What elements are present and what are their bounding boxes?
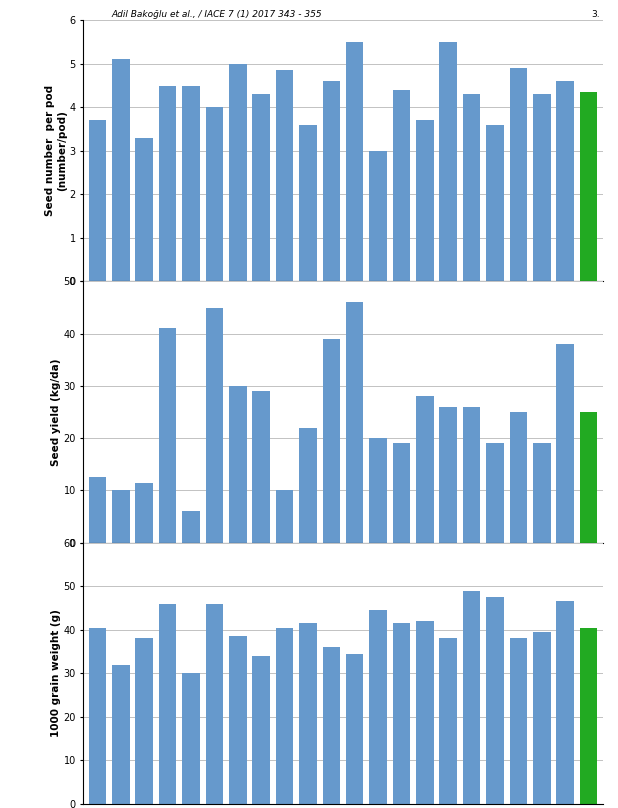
Y-axis label: Seed yield (kg/da): Seed yield (kg/da) bbox=[51, 358, 61, 466]
Bar bbox=[556, 81, 574, 281]
Bar bbox=[533, 632, 551, 804]
Bar bbox=[510, 68, 527, 281]
Bar bbox=[89, 628, 106, 804]
Bar bbox=[276, 628, 294, 804]
Bar bbox=[346, 654, 363, 804]
Bar bbox=[135, 137, 153, 281]
Bar bbox=[392, 444, 410, 543]
Bar bbox=[323, 81, 340, 281]
Text: Adil Bakoğlu et al., / IACE 7 (1) 2017 343 - 355: Adil Bakoğlu et al., / IACE 7 (1) 2017 3… bbox=[111, 10, 321, 19]
Bar bbox=[556, 601, 574, 804]
Bar bbox=[533, 95, 551, 281]
Bar bbox=[276, 490, 294, 543]
Bar bbox=[580, 412, 597, 543]
Bar bbox=[89, 478, 106, 543]
Bar bbox=[229, 386, 247, 543]
Bar bbox=[112, 60, 130, 281]
Bar bbox=[252, 391, 270, 543]
Bar bbox=[580, 92, 597, 281]
Bar bbox=[346, 42, 363, 281]
Text: 3.: 3. bbox=[591, 10, 599, 19]
Bar bbox=[206, 107, 223, 281]
Bar bbox=[229, 637, 247, 804]
Bar bbox=[299, 427, 316, 543]
Bar bbox=[486, 597, 504, 804]
Y-axis label: Seed number  per pod
(number/pod): Seed number per pod (number/pod) bbox=[45, 86, 67, 217]
Bar bbox=[252, 656, 270, 804]
Bar bbox=[159, 329, 176, 543]
Bar bbox=[463, 95, 480, 281]
X-axis label: Lines and varieties: Lines and varieties bbox=[280, 600, 406, 612]
Bar bbox=[206, 604, 223, 804]
Bar bbox=[439, 638, 457, 804]
Bar bbox=[299, 623, 316, 804]
Bar bbox=[182, 86, 200, 281]
Bar bbox=[323, 647, 340, 804]
Bar bbox=[486, 444, 504, 543]
Bar bbox=[463, 407, 480, 543]
Bar bbox=[323, 339, 340, 543]
Bar bbox=[439, 42, 457, 281]
Bar bbox=[416, 621, 434, 804]
Bar bbox=[370, 610, 387, 804]
Bar bbox=[439, 407, 457, 543]
Bar bbox=[206, 308, 223, 543]
Bar bbox=[182, 673, 200, 804]
Bar bbox=[556, 344, 574, 543]
Bar bbox=[159, 604, 176, 804]
Bar bbox=[299, 124, 316, 281]
Bar bbox=[510, 638, 527, 804]
Bar bbox=[463, 591, 480, 804]
Bar bbox=[392, 623, 410, 804]
Bar bbox=[416, 120, 434, 281]
Bar bbox=[135, 638, 153, 804]
Bar bbox=[159, 86, 176, 281]
Bar bbox=[112, 665, 130, 804]
Bar bbox=[112, 490, 130, 543]
X-axis label: Lines and varieties: Lines and varieties bbox=[280, 343, 406, 357]
Bar bbox=[182, 511, 200, 543]
Bar bbox=[252, 95, 270, 281]
Bar bbox=[416, 397, 434, 543]
Bar bbox=[392, 90, 410, 281]
Bar bbox=[533, 444, 551, 543]
Bar bbox=[370, 438, 387, 543]
Bar bbox=[229, 64, 247, 281]
Bar bbox=[486, 124, 504, 281]
Bar bbox=[580, 628, 597, 804]
Bar bbox=[276, 70, 294, 281]
Bar bbox=[510, 412, 527, 543]
Bar bbox=[135, 482, 153, 543]
Bar bbox=[346, 302, 363, 543]
Bar bbox=[370, 151, 387, 281]
Bar bbox=[89, 120, 106, 281]
Y-axis label: 1000 grain weight (g): 1000 grain weight (g) bbox=[51, 609, 61, 737]
